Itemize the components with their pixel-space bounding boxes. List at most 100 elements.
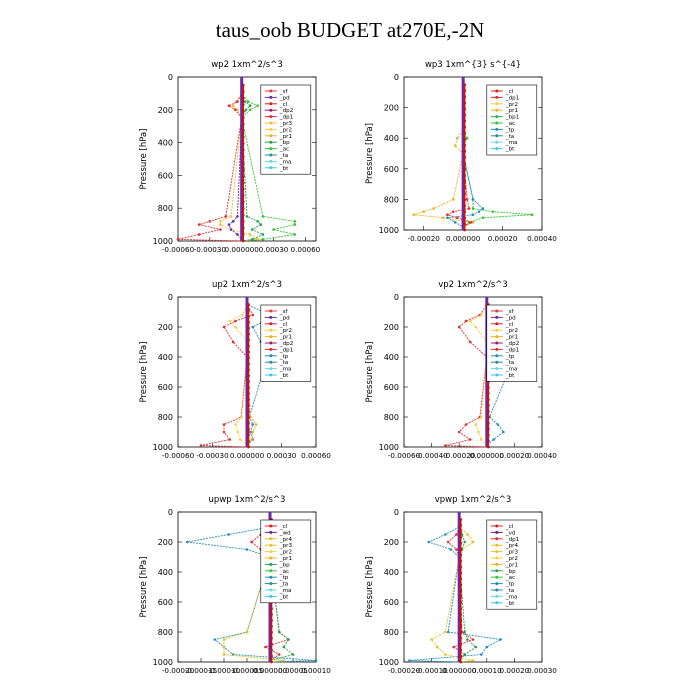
legend-marker	[495, 556, 499, 560]
y-tick-label: 600	[158, 171, 173, 180]
y-axis-label: Pressure [hPa]	[139, 342, 149, 403]
legend-marker	[495, 140, 499, 144]
total-profile-point	[459, 559, 463, 563]
legend-marker	[269, 367, 273, 371]
series-point	[250, 438, 253, 441]
x-tick-label: 0.00010	[472, 666, 502, 675]
total-profile-point	[463, 155, 467, 159]
total-profile-point	[247, 374, 250, 378]
series-point	[251, 423, 255, 426]
plot-frame	[403, 76, 543, 231]
total-profile-point	[247, 332, 250, 336]
legend-entry: _ma	[505, 594, 518, 600]
y-tick-label: 400	[384, 353, 399, 362]
y-tick-label: 800	[384, 195, 399, 204]
total-profile-point	[463, 143, 467, 147]
y-tick-label: 1000	[379, 443, 399, 452]
legend-marker	[269, 166, 273, 170]
series-point	[197, 233, 201, 236]
x-tick-label: 0.00060	[291, 245, 321, 254]
legend-marker	[495, 328, 499, 332]
legend-marker	[495, 108, 499, 112]
y-tick-label: 400	[384, 134, 399, 143]
series-point	[465, 198, 469, 201]
legend-marker	[495, 360, 499, 364]
x-tick-label: 0.00020	[500, 451, 530, 460]
total-profile-point	[241, 103, 245, 107]
legend-entry: _dp1	[505, 347, 520, 353]
total-profile-point	[247, 427, 250, 431]
total-profile-point	[247, 409, 250, 413]
x-tick-label: 0.00060	[301, 451, 331, 460]
series-point	[245, 548, 249, 551]
legend-marker	[269, 153, 273, 157]
legend-marker	[269, 102, 273, 106]
legend-marker	[269, 588, 273, 592]
legend-entry: _wd	[279, 530, 291, 536]
legend-entry: _ta	[279, 360, 288, 366]
series-point	[251, 313, 255, 317]
y-tick-label: 0	[394, 293, 399, 302]
total-profile-point	[463, 107, 467, 111]
series-point	[245, 215, 249, 218]
series-point	[479, 438, 483, 441]
legend-marker	[269, 575, 273, 579]
series-point	[234, 319, 237, 323]
y-tick-label: 200	[384, 538, 399, 547]
series-point	[231, 340, 235, 344]
legend-entry: _ma	[505, 140, 518, 146]
legend-marker	[269, 594, 273, 598]
series-point	[479, 415, 483, 419]
legend-entry: _pr1	[279, 335, 293, 341]
series-point	[477, 210, 481, 213]
series-point	[293, 233, 297, 236]
legend-box	[486, 84, 538, 156]
total-profile-point	[459, 601, 463, 605]
series-point	[446, 540, 450, 544]
total-profile-point	[486, 439, 490, 443]
legend-entry: _pr1	[279, 134, 293, 140]
legend-marker	[269, 328, 273, 332]
total-profile-point	[247, 445, 250, 449]
total-profile-point	[459, 595, 463, 599]
legend-marker	[269, 562, 273, 566]
legend-entry: _ta	[505, 360, 514, 366]
series-point	[463, 630, 467, 634]
total-profile-point	[241, 200, 245, 204]
legend-marker	[269, 309, 273, 313]
total-profile-point	[247, 350, 250, 354]
series-point	[468, 438, 472, 441]
series-line	[228, 297, 248, 447]
series-point	[412, 213, 416, 216]
legend-entry: _pr3	[279, 121, 293, 127]
legend-marker	[495, 530, 499, 534]
legend-entry: _pr3	[279, 543, 293, 549]
series-line	[409, 512, 503, 663]
total-profile-point	[241, 129, 245, 133]
total-profile-point	[241, 83, 245, 87]
series-point	[408, 659, 411, 662]
legend-marker	[495, 562, 499, 566]
y-tick-label: 0	[168, 293, 173, 302]
legend-entry: _ac	[279, 147, 289, 153]
total-profile-point	[463, 198, 467, 202]
legend-entry: _pr2	[505, 556, 518, 562]
y-tick-label: 600	[158, 383, 173, 392]
legend-marker	[495, 373, 499, 377]
series-point	[251, 228, 254, 231]
series-point	[234, 108, 237, 112]
total-profile-point	[459, 607, 463, 610]
legend-box	[260, 519, 312, 604]
legend-marker	[495, 102, 499, 106]
series-point	[449, 548, 453, 551]
series-point	[451, 198, 455, 201]
series-point	[471, 540, 475, 544]
legend-marker	[495, 543, 499, 547]
series-point	[471, 659, 475, 662]
y-tick-label: 600	[158, 598, 173, 607]
series-point	[444, 653, 447, 656]
series-point	[446, 630, 450, 634]
y-tick-label: 400	[158, 568, 173, 577]
y-axis-label: Pressure [hPa]	[365, 342, 375, 403]
series-point	[430, 638, 433, 641]
